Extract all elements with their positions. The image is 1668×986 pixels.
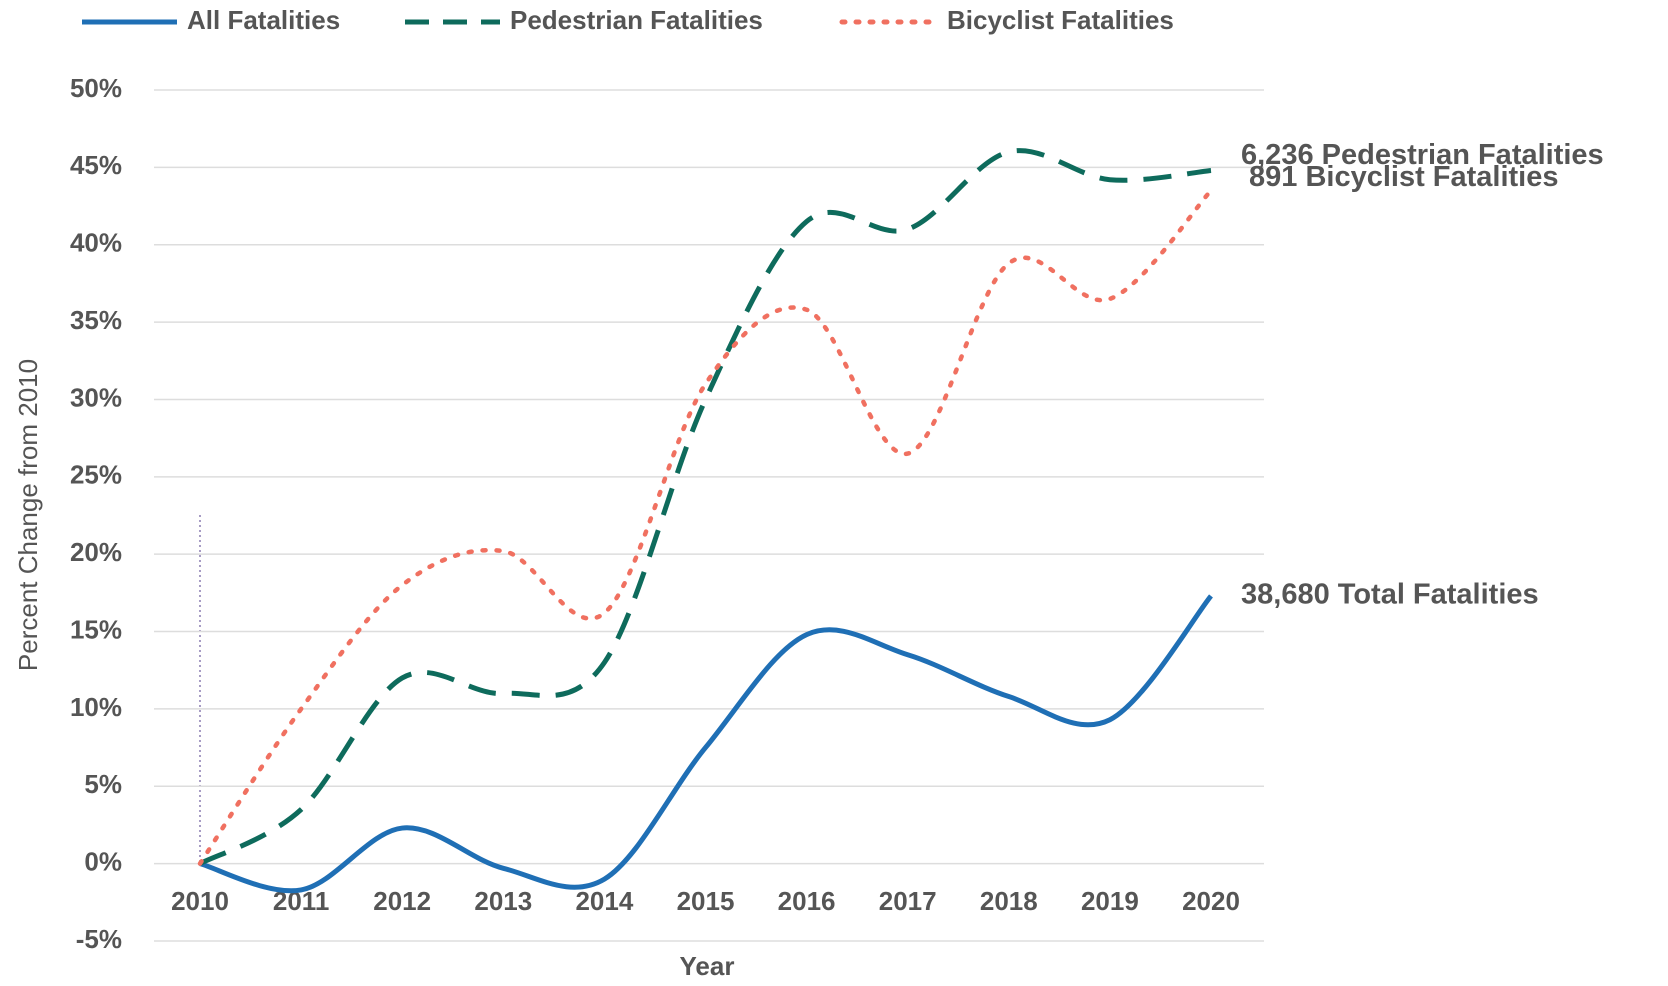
y-axis-label: Percent Change from 2010 [13,359,43,671]
x-tick-label: 2013 [474,886,532,916]
y-tick-label: 25% [70,460,122,490]
x-tick-label: 2015 [677,886,735,916]
series-line [198,148,1212,866]
series-annotation: 6,236 Pedestrian Fatalities [1241,139,1604,171]
series-line [197,188,1214,866]
y-tick-label: 45% [70,150,122,180]
x-tick-label: 2019 [1081,886,1139,916]
series-annotation: 891 Bicyclist Fatalities [1249,161,1559,193]
x-tick-label: 2017 [879,886,937,916]
y-tick-label: 5% [84,769,122,799]
x-tick-label: 2010 [171,886,229,916]
x-tick-label: 2016 [778,886,836,916]
x-tick-label: 2018 [980,886,1038,916]
x-tick-label: 2012 [373,886,431,916]
y-tick-label: 15% [70,614,122,644]
y-tick-label: 40% [70,228,122,258]
y-tick-label: 35% [70,305,122,335]
x-tick-label: 2014 [575,886,633,916]
legend-label: Pedestrian Fatalities [510,5,763,35]
series-annotation: 38,680 Total Fatalities [1241,579,1539,611]
x-axis-label: Year [680,951,735,981]
y-tick-label: 20% [70,537,122,567]
y-tick-label: 50% [70,73,122,103]
legend-label: All Fatalities [187,5,340,35]
x-tick-label: 2020 [1182,886,1240,916]
legend-label: Bicyclist Fatalities [947,5,1174,35]
y-tick-label: -5% [76,924,122,954]
y-tick-label: 10% [70,692,122,722]
y-tick-label: 0% [84,847,122,877]
y-tick-label: 30% [70,382,122,412]
series-line [199,594,1213,894]
